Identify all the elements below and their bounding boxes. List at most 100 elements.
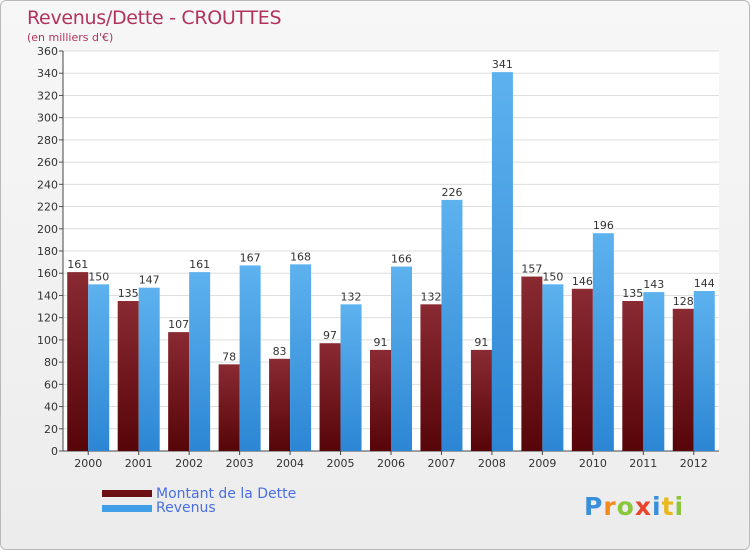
bar-dette xyxy=(67,272,89,451)
y-tick-label: 60 xyxy=(44,378,58,391)
bar-dette xyxy=(470,349,492,451)
data-label: 161 xyxy=(189,258,210,271)
y-tick-label: 320 xyxy=(37,89,58,102)
data-label: 196 xyxy=(593,219,614,232)
y-tick-label: 340 xyxy=(37,67,58,80)
data-label: 91 xyxy=(374,336,388,349)
data-label: 167 xyxy=(240,251,261,264)
bar-revenus xyxy=(340,304,362,451)
x-tick-label: 2009 xyxy=(528,457,556,470)
y-tick-label: 100 xyxy=(37,334,58,347)
bar-revenus xyxy=(189,272,211,451)
x-tick-label: 2002 xyxy=(175,457,203,470)
data-label: 128 xyxy=(673,295,694,308)
y-tick-label: 80 xyxy=(44,356,58,369)
y-tick-label: 0 xyxy=(51,445,58,458)
data-label: 107 xyxy=(168,318,189,331)
x-tick-label: 2001 xyxy=(125,457,153,470)
bar-dette xyxy=(168,332,190,451)
data-label: 143 xyxy=(643,278,664,291)
data-label: 341 xyxy=(492,58,513,71)
y-tick-label: 240 xyxy=(37,178,58,191)
data-label: 150 xyxy=(88,270,109,283)
y-tick-label: 300 xyxy=(37,112,58,125)
legend-swatch-dette xyxy=(102,490,152,497)
bar-dette xyxy=(420,304,442,451)
bar-dette xyxy=(269,358,291,451)
bar-revenus xyxy=(441,199,463,451)
logo-letter: i xyxy=(652,492,662,521)
y-tick-label: 160 xyxy=(37,267,58,280)
y-tick-label: 280 xyxy=(37,134,58,147)
bar-dette xyxy=(319,343,341,451)
data-label: 161 xyxy=(67,258,88,271)
x-tick-label: 2011 xyxy=(629,457,657,470)
bar-dette xyxy=(622,301,644,451)
x-tick-label: 2003 xyxy=(226,457,254,470)
bar-dette xyxy=(521,276,543,451)
y-tick-label: 260 xyxy=(37,156,58,169)
x-tick-label: 2005 xyxy=(327,457,355,470)
data-label: 91 xyxy=(474,336,488,349)
data-label: 132 xyxy=(341,290,362,303)
logo-letter: P xyxy=(584,492,604,521)
legend-swatch-revenus xyxy=(102,505,152,512)
data-label: 168 xyxy=(290,250,311,263)
bar-revenus xyxy=(88,284,110,451)
data-label: 78 xyxy=(222,350,236,363)
bar-revenus xyxy=(239,265,261,451)
data-label: 147 xyxy=(139,274,160,287)
logo-letter: t xyxy=(661,492,675,521)
y-tick-label: 120 xyxy=(37,312,58,325)
data-label: 97 xyxy=(323,329,337,342)
y-tick-label: 180 xyxy=(37,245,58,258)
data-label: 146 xyxy=(572,275,593,288)
data-label: 144 xyxy=(694,277,715,290)
x-tick-label: 2010 xyxy=(579,457,607,470)
bar-revenus xyxy=(138,287,160,451)
bar-dette xyxy=(672,308,694,451)
proxiti-logo: Proxiti xyxy=(584,492,684,521)
data-label: 135 xyxy=(118,287,139,300)
x-tick-label: 2006 xyxy=(377,457,405,470)
bar-revenus xyxy=(491,72,513,451)
bar-dette xyxy=(370,349,391,451)
data-label: 83 xyxy=(273,345,287,358)
logo-letter: x xyxy=(634,492,652,521)
x-tick-label: 2000 xyxy=(74,457,102,470)
y-tick-label: 200 xyxy=(37,223,58,236)
data-label: 166 xyxy=(391,253,412,266)
y-tick-label: 40 xyxy=(44,401,58,414)
chart-title: Revenus/Dette - CROUTTES xyxy=(27,7,282,29)
data-label: 226 xyxy=(441,186,462,199)
y-tick-label: 20 xyxy=(44,423,58,436)
chart-unit-label: (en milliers d'€) xyxy=(27,31,114,44)
x-tick-label: 2007 xyxy=(427,457,455,470)
x-tick-label: 2008 xyxy=(478,457,506,470)
logo-letter: r xyxy=(603,492,617,521)
data-label: 157 xyxy=(521,263,542,276)
bar-dette xyxy=(218,364,240,451)
x-tick-label: 2012 xyxy=(680,457,708,470)
bar-revenus xyxy=(290,264,312,451)
y-tick-label: 360 xyxy=(37,45,58,58)
legend-label-revenus: Revenus xyxy=(156,500,216,516)
bar-revenus xyxy=(643,292,665,451)
bar-revenus xyxy=(391,266,412,451)
x-tick-label: 2004 xyxy=(276,457,304,470)
bar-dette xyxy=(571,288,593,451)
data-label: 132 xyxy=(420,290,441,303)
legend-label-dette: Montant de la Dette xyxy=(156,486,297,502)
data-label: 150 xyxy=(542,270,563,283)
bar-revenus xyxy=(592,233,614,451)
bar-revenus xyxy=(693,291,715,451)
bar-dette xyxy=(117,301,139,451)
y-tick-label: 220 xyxy=(37,201,58,214)
logo-letter: o xyxy=(616,492,635,521)
bar-revenus xyxy=(542,284,564,451)
data-label: 135 xyxy=(622,287,643,300)
logo-letter: i xyxy=(674,492,685,521)
y-tick-label: 140 xyxy=(37,289,58,302)
